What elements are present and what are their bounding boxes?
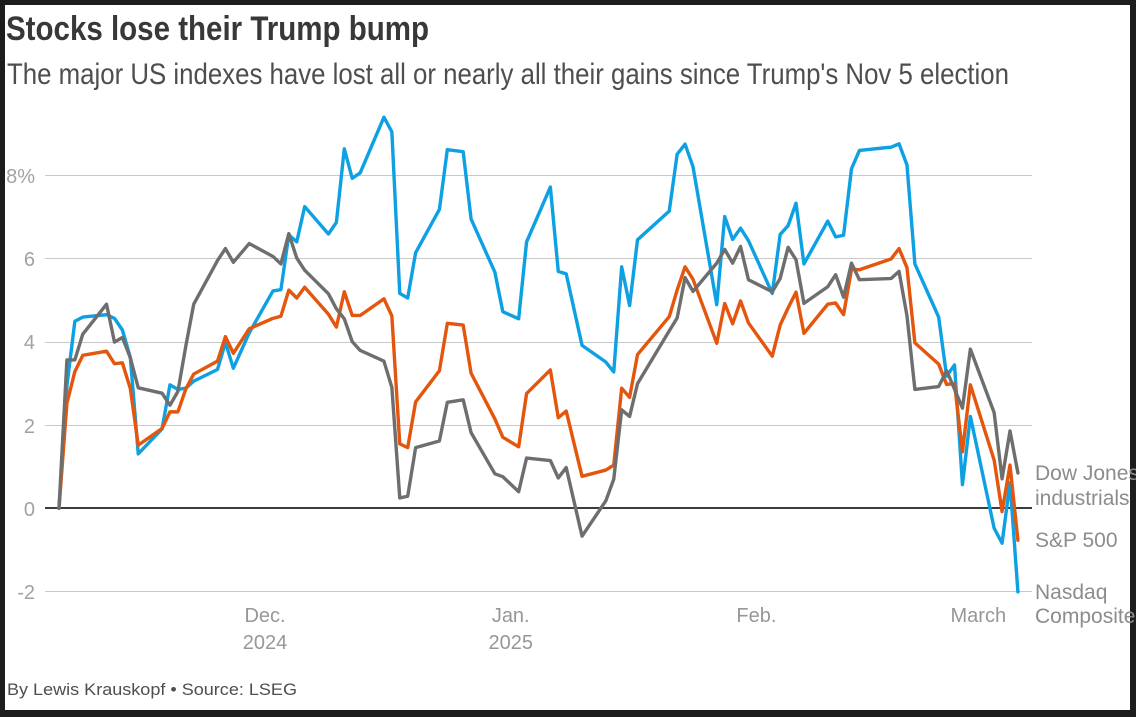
y-tick-label-2: 2 [23,415,35,438]
series-label-nasdaq-composite: Nasdaq Composite [1035,581,1135,630]
chart-canvas: Stocks lose their Trump bump The major U… [5,5,1136,710]
y-tick-label--2: -2 [17,581,35,604]
chart-title: Stocks lose their Trump bump [6,10,429,49]
series-line-s-p-500 [57,246,1020,542]
x-tick-label-dec: Dec. [244,604,286,627]
y-tick-label-8pct: 8% [6,166,35,189]
y-tick-label-6: 6 [23,249,35,272]
series-line-dow-jones-industrials [57,231,1020,538]
series-line-nasdaq-composite [57,115,1020,594]
series-label-dow-jones-industrials: Dow Jones industrials [1035,462,1136,511]
x-tick-sublabel-2024: 2024 [242,631,288,654]
series-label-line: Nasdaq [1035,581,1108,604]
y-tick-label-4: 4 [23,332,35,355]
series-label-s-p-500: S&P 500 [1035,529,1118,553]
x-tick-label-feb: Feb. [736,604,777,627]
series-label-line: Composite [1035,605,1136,629]
chart-byline-source: By Lewis Krauskopf • Source: LSEG [7,680,297,700]
x-tick-label-jan: Jan. [491,604,530,627]
x-tick-label-march: March [950,604,1007,627]
chart-subtitle: The major US indexes have lost all or ne… [7,58,1009,92]
x-tick-sublabel-2025: 2025 [488,631,533,654]
series-label-line: industrials [1035,486,1130,510]
series-label-line: S&P 500 [1035,529,1118,553]
y-tick-label-0: 0 [23,498,35,521]
series-label-line: Dow Jones [1035,462,1136,486]
line-chart-plot [45,115,1032,594]
